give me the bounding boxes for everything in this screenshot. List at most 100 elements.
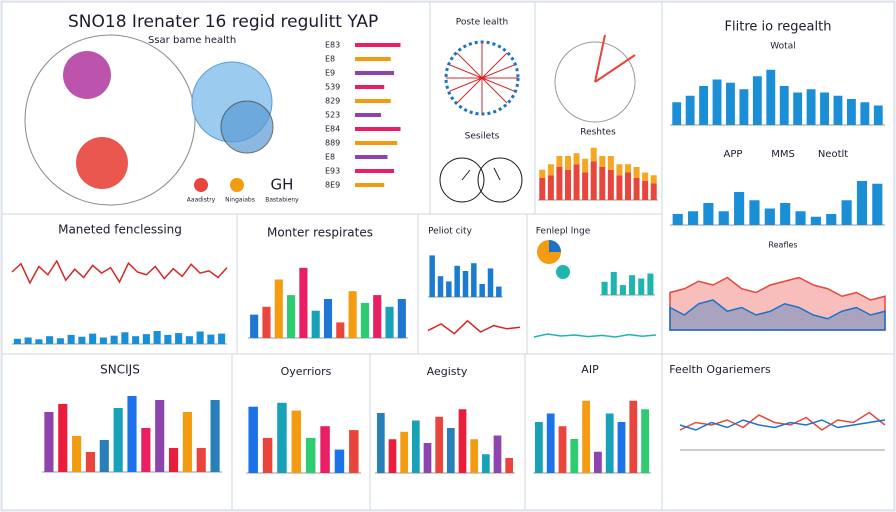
bar [127, 396, 137, 472]
bar [641, 409, 649, 473]
bar [687, 211, 699, 225]
stacked-bar [599, 167, 606, 200]
bar [820, 92, 829, 125]
legend-icon [230, 178, 244, 192]
line [533, 333, 657, 338]
bar [594, 451, 602, 473]
bar [349, 430, 359, 473]
hbar-label: E8 [325, 55, 335, 64]
hbar-label: 889 [325, 139, 340, 148]
bar [58, 404, 68, 472]
line [427, 319, 521, 335]
clock-hands [461, 167, 501, 181]
bar [826, 214, 837, 225]
stacked-bar [633, 178, 640, 200]
stacked-bar [547, 175, 554, 200]
wheel [439, 34, 636, 279]
bar [423, 443, 432, 473]
bar [841, 200, 852, 225]
bar [454, 265, 460, 297]
bar [582, 400, 590, 473]
bar [274, 279, 283, 338]
bar [672, 102, 682, 125]
bar [373, 295, 382, 338]
bar [311, 310, 320, 338]
bar [629, 400, 638, 473]
bar [262, 306, 271, 338]
stacked-bar [633, 167, 640, 178]
bar [496, 286, 502, 297]
bar [155, 400, 165, 472]
compass [554, 41, 636, 123]
bar [718, 211, 729, 225]
bar [400, 431, 409, 473]
panel-label: MMS [771, 149, 795, 160]
bar [35, 339, 43, 344]
bar [873, 105, 883, 125]
bar [196, 331, 204, 344]
legend-label: Aaadistry [187, 197, 216, 204]
bar [185, 336, 193, 344]
hbar [355, 127, 401, 131]
bar [749, 200, 760, 225]
line [679, 419, 886, 431]
bar [764, 208, 775, 225]
bar [546, 413, 555, 473]
stacked-bar [642, 172, 649, 181]
venn-outline [24, 34, 196, 206]
bar [806, 89, 816, 125]
stacked-bar [599, 156, 606, 167]
bar [479, 284, 485, 297]
bar [470, 439, 479, 473]
stacked-bar [582, 172, 589, 200]
bar [78, 336, 86, 344]
hbar-label: 8E9 [325, 181, 340, 190]
legend-label: Ningaiabs [225, 197, 255, 204]
hbar-label: 539 [325, 83, 340, 92]
stacked-bar [573, 153, 580, 165]
bar [164, 334, 172, 344]
bar [617, 422, 626, 473]
bar [141, 428, 151, 472]
panel-title: Peliot city [428, 227, 473, 237]
legend-icon [194, 178, 208, 192]
stacked-bar [565, 156, 571, 170]
hbar-label: 829 [325, 97, 340, 106]
bar [793, 92, 803, 125]
bar [305, 437, 316, 473]
hbar-label: E93 [325, 167, 340, 176]
bar [752, 76, 762, 125]
bar [72, 436, 82, 472]
bar [388, 439, 397, 473]
bar [320, 426, 330, 473]
bar [67, 334, 75, 344]
bar [795, 211, 806, 225]
bar [780, 203, 791, 225]
bar [110, 335, 118, 344]
bar [132, 336, 140, 344]
bar [610, 271, 617, 295]
line [11, 259, 228, 285]
bar [810, 216, 821, 225]
bar [411, 420, 420, 473]
bar [703, 203, 714, 225]
bar [13, 338, 21, 344]
stacked-bar [539, 169, 546, 178]
bar [44, 412, 54, 472]
bar [360, 302, 369, 338]
stacked-bar [616, 164, 623, 176]
bar [323, 299, 333, 338]
hbar [355, 141, 398, 145]
panel-title: Monter respirates [267, 226, 373, 240]
hbar-label: E83 [325, 41, 340, 50]
hbar [355, 169, 394, 173]
bar [210, 400, 220, 472]
stacked-bar [607, 156, 614, 170]
stacked-bar [650, 175, 657, 184]
bar [196, 448, 206, 472]
bar [153, 331, 161, 344]
bar [46, 336, 54, 344]
bar [856, 181, 868, 225]
bar [471, 263, 477, 297]
bar [218, 333, 226, 344]
